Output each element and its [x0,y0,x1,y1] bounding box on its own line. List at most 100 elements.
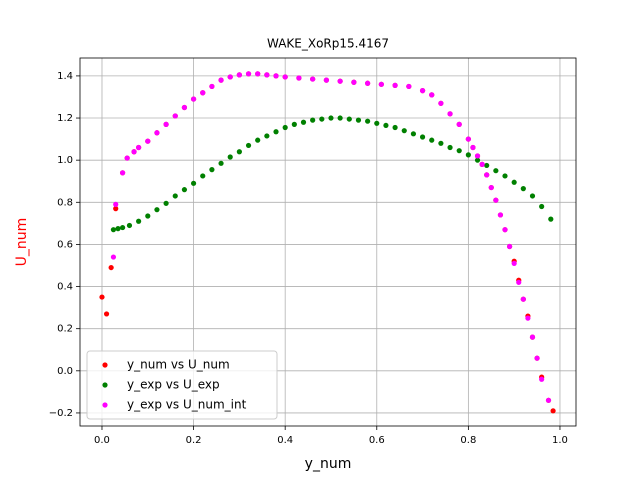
point [447,144,453,151]
point [520,186,526,192]
legend-marker [102,362,108,368]
legend-marker [102,402,108,408]
point [328,115,334,121]
point [548,216,554,222]
y-axis-label: U_num [14,218,30,267]
point [200,173,206,179]
point [218,77,224,83]
x-tick-label: 0.6 [369,435,385,446]
point [236,149,242,155]
point [124,155,130,161]
point [255,137,261,143]
point [493,168,499,174]
point [99,294,105,300]
point [227,154,233,160]
point [119,224,126,231]
y-tick-label: 0.8 [57,197,73,208]
legend-box [86,350,278,420]
y-tick-label: 1.0 [57,155,73,166]
x-tick-label: 0.0 [94,435,110,446]
point [506,243,513,250]
y-tick-label: 1.4 [57,71,73,82]
point [374,120,380,126]
point [539,376,545,382]
point [539,203,545,210]
point [484,162,490,169]
point [323,77,329,83]
point [550,408,556,414]
point [511,260,517,266]
y-tick-label: 0.6 [57,239,73,250]
point [190,96,197,102]
point [145,138,151,144]
legend-label: y_exp vs U_num_int [127,398,247,412]
point [383,122,389,129]
point [429,92,435,98]
point [145,213,151,219]
point [296,75,302,81]
point [488,184,494,191]
point [319,116,325,122]
plot-frame [79,57,577,427]
point [113,201,119,207]
x-tick-label: 0.8 [460,435,476,446]
x-tick-label: 0.4 [277,435,293,446]
point [126,222,133,229]
point [337,115,343,121]
point [346,116,352,122]
point [200,90,206,96]
point [108,264,114,271]
point [419,88,426,94]
chart-title: WAKE_XoRp15.4167 [267,37,389,51]
point [502,227,508,233]
point [511,179,517,185]
point [264,133,270,139]
legend-label: y_num vs U_num [127,358,230,372]
y-tick-label: 0.4 [57,282,73,293]
point [113,206,119,212]
point [392,124,398,131]
point [447,111,453,117]
point [291,121,297,127]
point [419,134,426,140]
point [484,172,490,178]
point [282,124,288,131]
point [227,74,233,80]
point [209,83,215,90]
point [110,227,117,233]
x-tick-label: 1.0 [552,435,568,446]
point [525,315,531,321]
point [218,160,224,166]
point [131,149,137,155]
point [110,254,117,260]
point [181,187,188,193]
point [273,73,279,79]
point [456,148,462,154]
point [401,128,407,134]
point [465,136,471,142]
point [282,74,288,80]
legend-marker [102,382,108,388]
point [520,296,526,302]
point [255,71,261,77]
point [245,142,252,149]
point [529,193,536,199]
point [534,355,540,361]
point [264,72,270,78]
point [355,117,362,123]
point [438,140,444,146]
point [119,170,126,176]
point [438,100,444,106]
point [474,157,481,163]
point [190,180,197,186]
point [273,129,279,135]
point [236,72,242,78]
y-tick-label: 0.0 [57,366,73,377]
point [479,161,485,167]
point [115,226,121,232]
point [310,76,316,82]
point [470,144,476,151]
point [365,118,371,124]
point [172,113,178,119]
